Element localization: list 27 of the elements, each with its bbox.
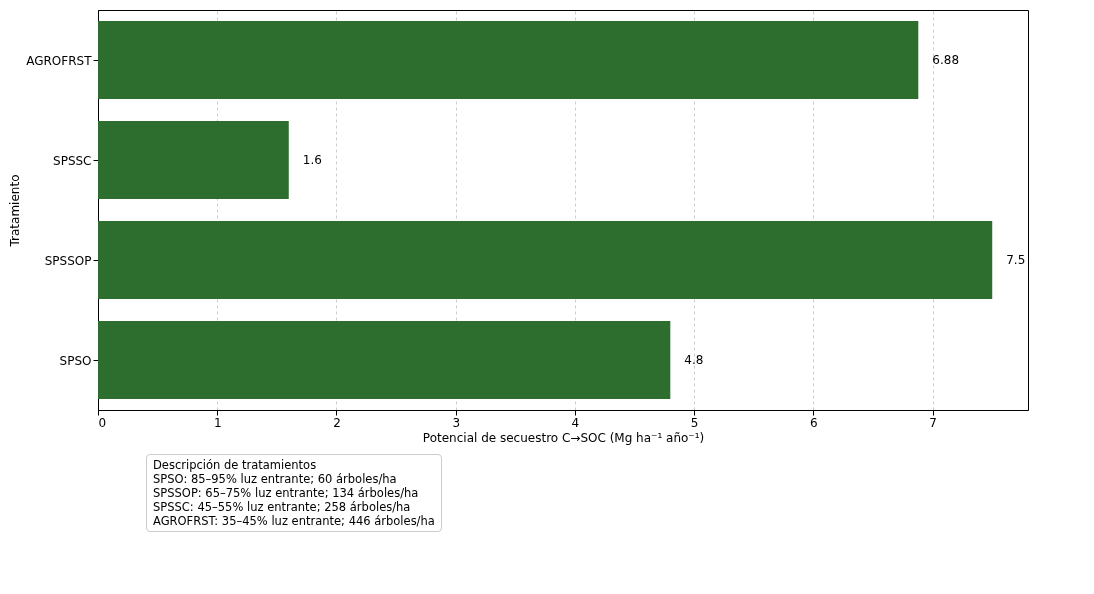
bar (98, 321, 671, 399)
text: AGROFRST: 35–45% luz entrante; 446 árboles/ha (153, 514, 435, 528)
x-tick-label: 4 (571, 415, 580, 430)
y-tick-label: SPSSOP (44, 253, 92, 268)
x-tick-label: 7 (929, 415, 937, 430)
data-label: 4.8 (684, 353, 704, 367)
y-tick-label: SPSSC (53, 153, 92, 168)
x-tick-label: 1 (213, 415, 222, 430)
y-tick-label: SPSO (59, 353, 92, 368)
bar (98, 21, 919, 99)
bar (98, 121, 289, 199)
data-label: 6.88 (932, 53, 960, 67)
text: SPSSOP: 65–75% luz entrante; 134 árboles/ha (153, 486, 420, 500)
text: SPSSC: 45–55% luz entrante; 258 árboles/ha (153, 500, 412, 514)
y-tick-label: AGROFRST (26, 53, 93, 68)
data-label: 7.5 (1006, 253, 1026, 267)
y-axis-title: Tratamiento (8, 174, 23, 248)
x-tick-label: 0 (98, 415, 107, 430)
text: SPSO: 85–95% luz entrante; 60 árboles/ha (153, 472, 398, 486)
x-tick-label: 3 (452, 415, 461, 430)
x-axis-title: Potencial de secuestro C→SOC (Mg ha⁻¹ año⁻¹) (422, 430, 705, 445)
x-tick-label: 2 (333, 415, 341, 430)
x-tick-label: 6 (810, 415, 818, 430)
bar (98, 221, 993, 299)
text: Descripción de tratamientos (153, 458, 318, 472)
x-tick-label: 5 (690, 415, 699, 430)
data-label: 1.6 (302, 153, 322, 167)
